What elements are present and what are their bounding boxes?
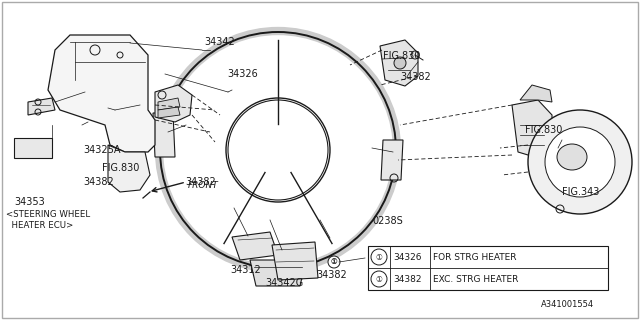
Ellipse shape	[545, 127, 615, 197]
Circle shape	[394, 57, 406, 69]
Text: ①: ①	[331, 259, 337, 265]
Ellipse shape	[226, 98, 330, 202]
Polygon shape	[153, 113, 175, 157]
Circle shape	[371, 249, 387, 265]
Ellipse shape	[160, 32, 396, 268]
Text: <STEERING WHEEL: <STEERING WHEEL	[6, 210, 90, 219]
Polygon shape	[381, 140, 403, 180]
Text: 34325A: 34325A	[83, 145, 121, 156]
Polygon shape	[520, 85, 552, 102]
Text: 34353: 34353	[14, 196, 45, 207]
Text: FOR STRG HEATER: FOR STRG HEATER	[433, 252, 516, 261]
Text: FIG.343: FIG.343	[562, 187, 599, 197]
Text: 34342G: 34342G	[266, 278, 304, 288]
Text: 34312: 34312	[230, 265, 261, 276]
Text: 0238S: 0238S	[372, 216, 403, 226]
Polygon shape	[272, 242, 318, 280]
Text: EXC. STRG HEATER: EXC. STRG HEATER	[433, 275, 518, 284]
Ellipse shape	[528, 110, 632, 214]
Polygon shape	[158, 98, 180, 110]
Polygon shape	[232, 232, 278, 260]
Polygon shape	[158, 107, 180, 118]
Text: FRONT: FRONT	[188, 181, 219, 190]
Polygon shape	[28, 98, 55, 115]
Text: 34326: 34326	[227, 68, 258, 79]
Text: ①: ①	[331, 258, 337, 267]
Circle shape	[371, 271, 387, 287]
Bar	[368, 246, 608, 290]
Text: 34382: 34382	[317, 270, 348, 280]
Text: 34382: 34382	[400, 72, 431, 82]
Text: 34382: 34382	[393, 275, 422, 284]
Text: ①: ①	[376, 252, 383, 261]
Polygon shape	[380, 40, 418, 86]
Text: FIG.830: FIG.830	[102, 163, 140, 173]
Text: FIG.830: FIG.830	[525, 124, 562, 135]
Text: 34342: 34342	[205, 36, 236, 47]
Ellipse shape	[557, 144, 587, 170]
Text: A341001554: A341001554	[541, 300, 594, 309]
Text: 34326: 34326	[393, 252, 422, 261]
Polygon shape	[48, 35, 155, 152]
Circle shape	[328, 256, 340, 268]
Text: 34382: 34382	[186, 177, 216, 188]
Polygon shape	[14, 138, 52, 158]
Text: HEATER ECU>: HEATER ECU>	[6, 221, 74, 230]
Polygon shape	[108, 145, 150, 192]
Text: 34382: 34382	[83, 177, 114, 188]
Text: FIG.830: FIG.830	[383, 51, 420, 61]
Text: ①: ①	[376, 275, 383, 284]
Polygon shape	[155, 85, 192, 122]
Polygon shape	[512, 100, 552, 158]
Polygon shape	[250, 260, 306, 286]
